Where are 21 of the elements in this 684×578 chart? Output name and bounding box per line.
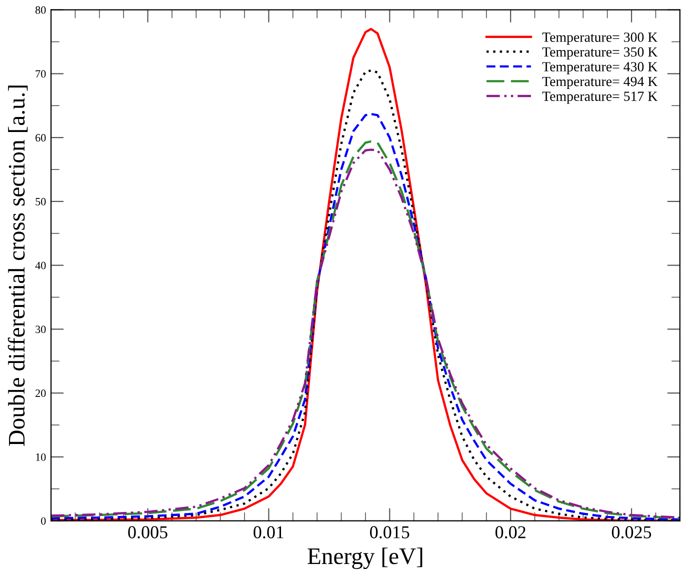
y-tick-label: 70 bbox=[36, 70, 46, 78]
x-axis-title: Energy [eV] bbox=[308, 548, 422, 570]
legend-label: Temperature= 494 K bbox=[542, 76, 658, 90]
y-tick-label: 10 bbox=[36, 453, 46, 461]
y-tick-label: 20 bbox=[36, 390, 46, 398]
x-tick-label: 0.025 bbox=[612, 526, 652, 538]
y-axis-title: Double differential cross section [a.u.] bbox=[8, 86, 28, 446]
x-tick-label: 0.005 bbox=[128, 526, 168, 538]
y-tick-label: 40 bbox=[35, 262, 46, 270]
x-tick-label: 0.02 bbox=[495, 526, 526, 538]
y-tick-label: 50 bbox=[36, 198, 46, 206]
legend-label: Temperature= 517 K bbox=[542, 92, 658, 104]
y-tick-label: 80 bbox=[35, 6, 46, 14]
y-tick-label: 0 bbox=[41, 517, 46, 525]
x-tick-label: 0.015 bbox=[370, 526, 410, 538]
y-tick-label: 30 bbox=[36, 326, 46, 334]
y-tick-label: 60 bbox=[36, 134, 46, 142]
x-tick-label: 0.01 bbox=[254, 526, 284, 538]
legend-label: Temperature= 350 K bbox=[542, 47, 658, 60]
legend-label: Temperature= 430 K bbox=[542, 62, 658, 74]
legend-label: Temperature= 300 K bbox=[542, 32, 658, 45]
